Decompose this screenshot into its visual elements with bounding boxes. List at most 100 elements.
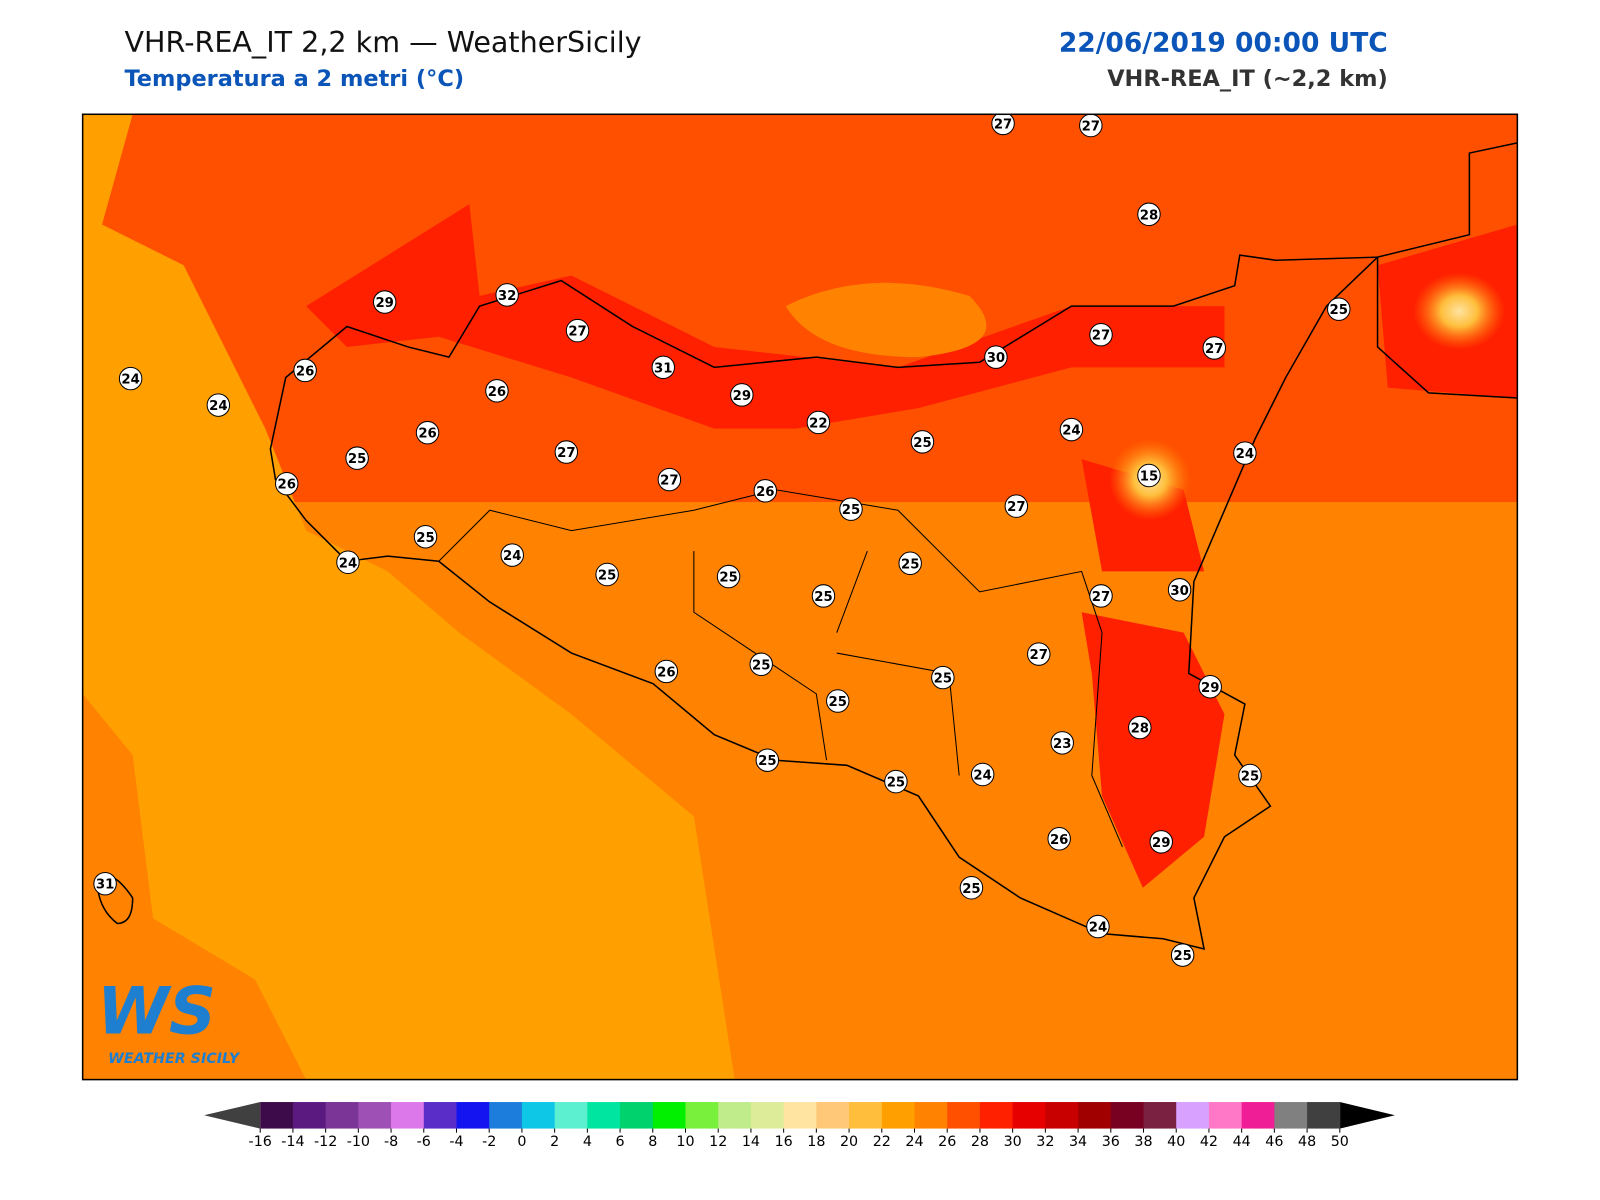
colorbar-box: [554, 1102, 588, 1129]
station-marker: [275, 471, 299, 496]
station-marker: [984, 345, 1008, 369]
station-marker: [1089, 584, 1113, 608]
colorbar-box: [391, 1102, 425, 1129]
station-value: 23: [1053, 737, 1071, 752]
station-marker: [651, 355, 675, 380]
station-value: 27: [557, 446, 575, 461]
station-value: 30: [987, 351, 1005, 366]
station-value: 27: [660, 474, 678, 489]
station-value: 28: [1131, 722, 1149, 737]
station-marker: [1137, 463, 1161, 488]
coastline-calabria: [1376, 142, 1518, 399]
station-value: 27: [1030, 648, 1048, 663]
station-marker: [654, 659, 679, 684]
colorbar-tick-label: -10: [347, 1134, 370, 1150]
station-value: 26: [657, 665, 675, 680]
colorbar-tick-label: 16: [775, 1134, 793, 1150]
date: 22/06/2019 00:00 UTC: [1059, 27, 1388, 58]
colorbar-box: [1143, 1102, 1177, 1129]
field-warm-se: [1081, 612, 1225, 888]
station-value: 28: [1140, 208, 1158, 223]
station-value: 26: [296, 364, 314, 379]
station-value: 24: [339, 556, 357, 571]
station-marker: [554, 440, 579, 464]
colorbar-tick-label: -6: [417, 1134, 431, 1150]
station-marker: [826, 689, 850, 713]
colorbar-tick-label: -16: [249, 1134, 272, 1150]
field-calabria-hot: [1413, 272, 1506, 350]
station-value: 25: [934, 672, 952, 687]
colorbar-tick-label: 30: [1004, 1134, 1022, 1150]
station-value: 27: [994, 117, 1012, 132]
station-value: 32: [498, 289, 516, 304]
station-value: 25: [1241, 770, 1259, 785]
colorbar-over: [1339, 1102, 1395, 1129]
station-marker: [372, 290, 397, 314]
colorbar-box: [947, 1102, 981, 1129]
colorbar-tick-label: 0: [517, 1134, 526, 1150]
station-value: 27: [568, 325, 586, 340]
station-value: 27: [1007, 500, 1025, 515]
station-marker: [898, 551, 922, 575]
station-value: 29: [1201, 681, 1219, 696]
colorbar-box: [260, 1102, 294, 1129]
station-value: 26: [278, 478, 296, 493]
station-value: 24: [1236, 447, 1254, 462]
station-value: 27: [1092, 329, 1110, 344]
station-marker: [336, 550, 360, 574]
station-value: 29: [375, 296, 393, 311]
station-marker: [206, 393, 231, 417]
station-marker: [730, 383, 754, 407]
colorbar-box: [685, 1102, 719, 1129]
station-value: 25: [348, 452, 366, 467]
colorbar-tick-label: 12: [709, 1134, 727, 1150]
colorbar-tick-label: 46: [1265, 1134, 1283, 1150]
station-marker: [1128, 715, 1152, 740]
station-marker: [1327, 297, 1351, 321]
colorbar-tick-label: 14: [742, 1134, 760, 1150]
station-marker: [716, 564, 741, 589]
colorbar-tick-label: 40: [1167, 1134, 1185, 1150]
station-value: 27: [1082, 120, 1100, 135]
station-value: 25: [758, 754, 776, 769]
station-value: 25: [962, 882, 980, 897]
colorbar-tick-label: 10: [676, 1134, 694, 1150]
station-marker: [811, 584, 836, 608]
station-marker: [657, 467, 682, 492]
field-sea-sw: [82, 114, 735, 1080]
station-marker: [1149, 830, 1173, 854]
colorbar-box: [1110, 1102, 1145, 1129]
colorbar-tick-label: 22: [873, 1134, 891, 1150]
colorbar-tick-label: 44: [1233, 1134, 1251, 1150]
station-marker: [749, 652, 773, 677]
station-value: 25: [598, 569, 616, 584]
colorbar-box: [292, 1102, 327, 1129]
field-sea-patch: [785, 282, 987, 358]
station-value: 26: [488, 385, 506, 400]
colorbar-box: [914, 1102, 948, 1129]
station-marker: [1079, 114, 1103, 138]
station-value: 25: [1330, 303, 1348, 318]
colorbar-under: [204, 1102, 261, 1129]
map-area: 27 27 28 29 32 27 31 29 26 24 24 26 26 25 26 27 27 22 26 25…: [82, 114, 1518, 1080]
colorbar-tick-label: -2: [482, 1134, 496, 1150]
colorbar-tick-label: -8: [384, 1134, 398, 1150]
station-value: 29: [1152, 836, 1170, 851]
station-value: 25: [913, 436, 931, 451]
station-marker: [485, 379, 509, 403]
colorbar-tick-label: 6: [616, 1134, 625, 1150]
colorbar-tick-label: 42: [1200, 1134, 1218, 1150]
colorbar-tick-label: 20: [840, 1134, 858, 1150]
station-value: 22: [809, 416, 827, 431]
station-value: 25: [719, 571, 737, 586]
field-sw: [82, 693, 307, 1080]
station-value: 15: [1140, 470, 1158, 485]
station-value: 24: [121, 373, 139, 388]
colorbar-tick-label: -12: [314, 1134, 337, 1150]
station-marker: [753, 479, 778, 503]
station-marker: [293, 358, 317, 383]
station-value: 25: [814, 590, 832, 605]
colorbar-box: [521, 1102, 556, 1129]
station-marker: [500, 543, 524, 567]
